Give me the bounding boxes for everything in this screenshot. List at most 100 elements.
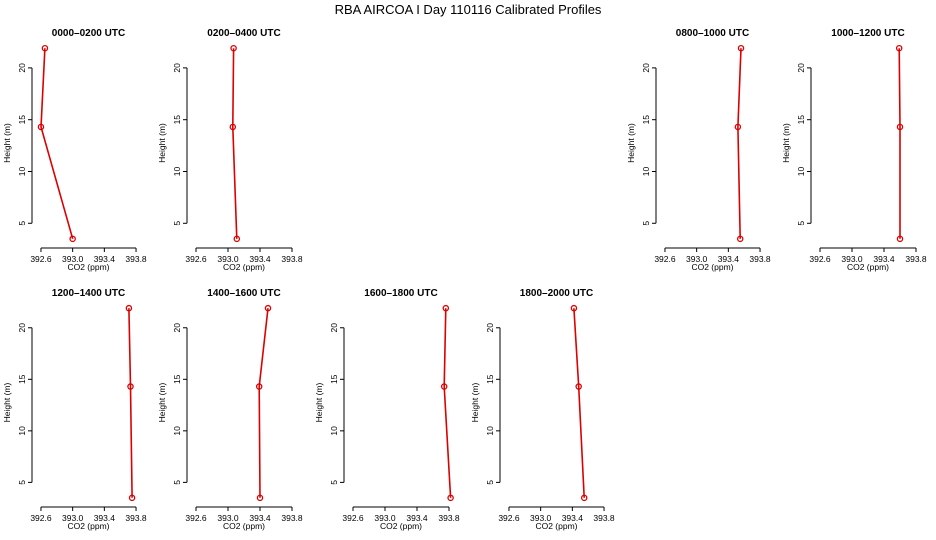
data-point <box>256 494 264 502</box>
x-tick-label: 392.6 <box>809 254 831 264</box>
data-point <box>233 235 241 243</box>
y-tick-label: 5 <box>172 221 182 226</box>
data-point <box>255 383 263 390</box>
data-point <box>442 304 450 312</box>
chart-title: 1000–1200 UTC <box>831 28 904 39</box>
x-axis-label: CO2 (ppm) <box>223 262 265 272</box>
data-point <box>230 44 237 52</box>
x-tick-label: 392.6 <box>654 254 676 264</box>
y-tick-label: 15 <box>17 115 27 125</box>
y-tick-label: 20 <box>17 63 27 73</box>
x-tick-label: 393.0 <box>217 513 239 523</box>
y-tick-label: 10 <box>17 426 27 436</box>
y-tick-label: 10 <box>796 166 806 176</box>
chart-panel: 0800–1000 UTC 392.6 393.0 393.4 393.8 CO2 (pp… <box>626 28 771 272</box>
y-tick-label: 20 <box>172 63 182 73</box>
x-tick-label: 393.4 <box>873 254 895 264</box>
series-line <box>128 308 133 498</box>
data-point <box>69 235 76 243</box>
y-axis-label: Height (m) <box>626 123 636 163</box>
y-axis-label: Height (m) <box>157 123 167 163</box>
y-tick-label: 20 <box>796 63 806 73</box>
y-tick-label: 10 <box>329 426 339 436</box>
x-axis-label: CO2 (ppm) <box>67 262 109 272</box>
y-tick-label: 15 <box>172 374 182 384</box>
y-tick-label: 20 <box>641 63 651 73</box>
figure-title: RBA AIRCOA I Day 110116 Calibrated Profi… <box>334 2 602 17</box>
x-tick-label: 393.4 <box>249 254 271 264</box>
x-tick-label: 393.0 <box>62 254 84 264</box>
x-tick-label: 393.4 <box>406 513 428 523</box>
y-axis-label: Height (m) <box>157 383 167 423</box>
data-point <box>440 383 448 390</box>
x-tick-label: 392.6 <box>30 513 52 523</box>
y-tick-label: 15 <box>329 374 339 384</box>
chart-panel: 1600–1800 UTC 392.6 393.0 393.4 393.8 CO2 (pp… <box>314 288 460 531</box>
y-tick-label: 5 <box>641 221 651 226</box>
y-axis-label: Height (m) <box>2 383 12 423</box>
data-point <box>580 494 588 502</box>
series-line <box>898 48 901 239</box>
data-point <box>264 304 272 312</box>
x-tick-label: 393.0 <box>62 513 84 523</box>
x-tick-label: 393.4 <box>94 254 116 264</box>
y-tick-label: 10 <box>17 166 27 176</box>
series-line <box>737 48 742 239</box>
x-tick-label: 393.8 <box>438 513 460 523</box>
data-point <box>229 123 237 131</box>
chart-title: 1400–1600 UTC <box>207 288 280 299</box>
data-point <box>125 304 133 312</box>
chart-title: 0800–1000 UTC <box>676 28 749 39</box>
y-tick-label: 15 <box>641 115 651 125</box>
y-tick-label: 20 <box>17 323 27 333</box>
data-point <box>895 44 903 52</box>
chart-title: 1600–1800 UTC <box>364 288 437 299</box>
chart-title: 1800–2000 UTC <box>520 288 593 299</box>
x-tick-label: 393.0 <box>217 254 239 264</box>
x-tick-label: 393.4 <box>94 513 116 523</box>
y-tick-label: 15 <box>17 374 27 384</box>
x-tick-label: 393.8 <box>905 254 927 264</box>
y-tick-label: 10 <box>485 426 495 436</box>
x-tick-label: 393.4 <box>718 254 740 264</box>
x-axis-label: CO2 (ppm) <box>535 521 577 531</box>
chart-panel: 0200–0400 UTC 392.6 393.0 393.4 393.8 CO2 (pp… <box>157 28 303 272</box>
x-tick-label: 393.8 <box>281 254 303 264</box>
x-axis-label: CO2 (ppm) <box>380 521 422 531</box>
y-tick-label: 5 <box>172 480 182 485</box>
data-point <box>896 123 904 131</box>
y-axis-label: Height (m) <box>781 123 791 163</box>
data-point <box>127 383 134 390</box>
chart-panel: 1800–2000 UTC 392.6 393.0 393.4 393.8 CO2 (pp… <box>470 288 615 531</box>
data-point <box>734 123 742 131</box>
x-tick-label: 393.8 <box>125 513 147 523</box>
y-tick-label: 10 <box>641 166 651 176</box>
y-tick-label: 5 <box>17 221 27 226</box>
x-tick-label: 393.4 <box>249 513 271 523</box>
data-point <box>575 383 582 390</box>
y-tick-label: 20 <box>172 323 182 333</box>
y-tick-label: 5 <box>17 480 27 485</box>
chart-panel: 1200–1400 UTC 392.6 393.0 393.4 393.8 CO2 (pp… <box>2 288 147 531</box>
chart-title: 0200–0400 UTC <box>207 28 280 39</box>
x-axis-label: CO2 (ppm) <box>847 262 889 272</box>
series-line <box>573 308 585 498</box>
y-tick-label: 20 <box>485 323 495 333</box>
data-point <box>41 44 49 52</box>
data-point <box>737 44 745 52</box>
y-tick-label: 5 <box>329 480 339 485</box>
data-point <box>570 304 578 312</box>
series-line <box>40 48 74 240</box>
x-tick-label: 392.6 <box>185 254 207 264</box>
chart-title: 0000–0200 UTC <box>52 28 125 39</box>
x-tick-label: 393.4 <box>562 513 584 523</box>
chart-panel: 1000–1200 UTC 392.6 393.0 393.4 393.8 CO2 (pp… <box>781 28 927 272</box>
x-tick-label: 393.0 <box>841 254 863 264</box>
x-tick-label: 393.8 <box>125 254 147 264</box>
x-axis-label: CO2 (ppm) <box>223 521 265 531</box>
y-tick-label: 15 <box>796 115 806 125</box>
chart-panel: 0000–0200 UTC 392.6 393.0 393.4 393.8 CO2 (pp… <box>2 28 147 272</box>
y-tick-label: 10 <box>172 166 182 176</box>
y-tick-label: 15 <box>485 374 495 384</box>
